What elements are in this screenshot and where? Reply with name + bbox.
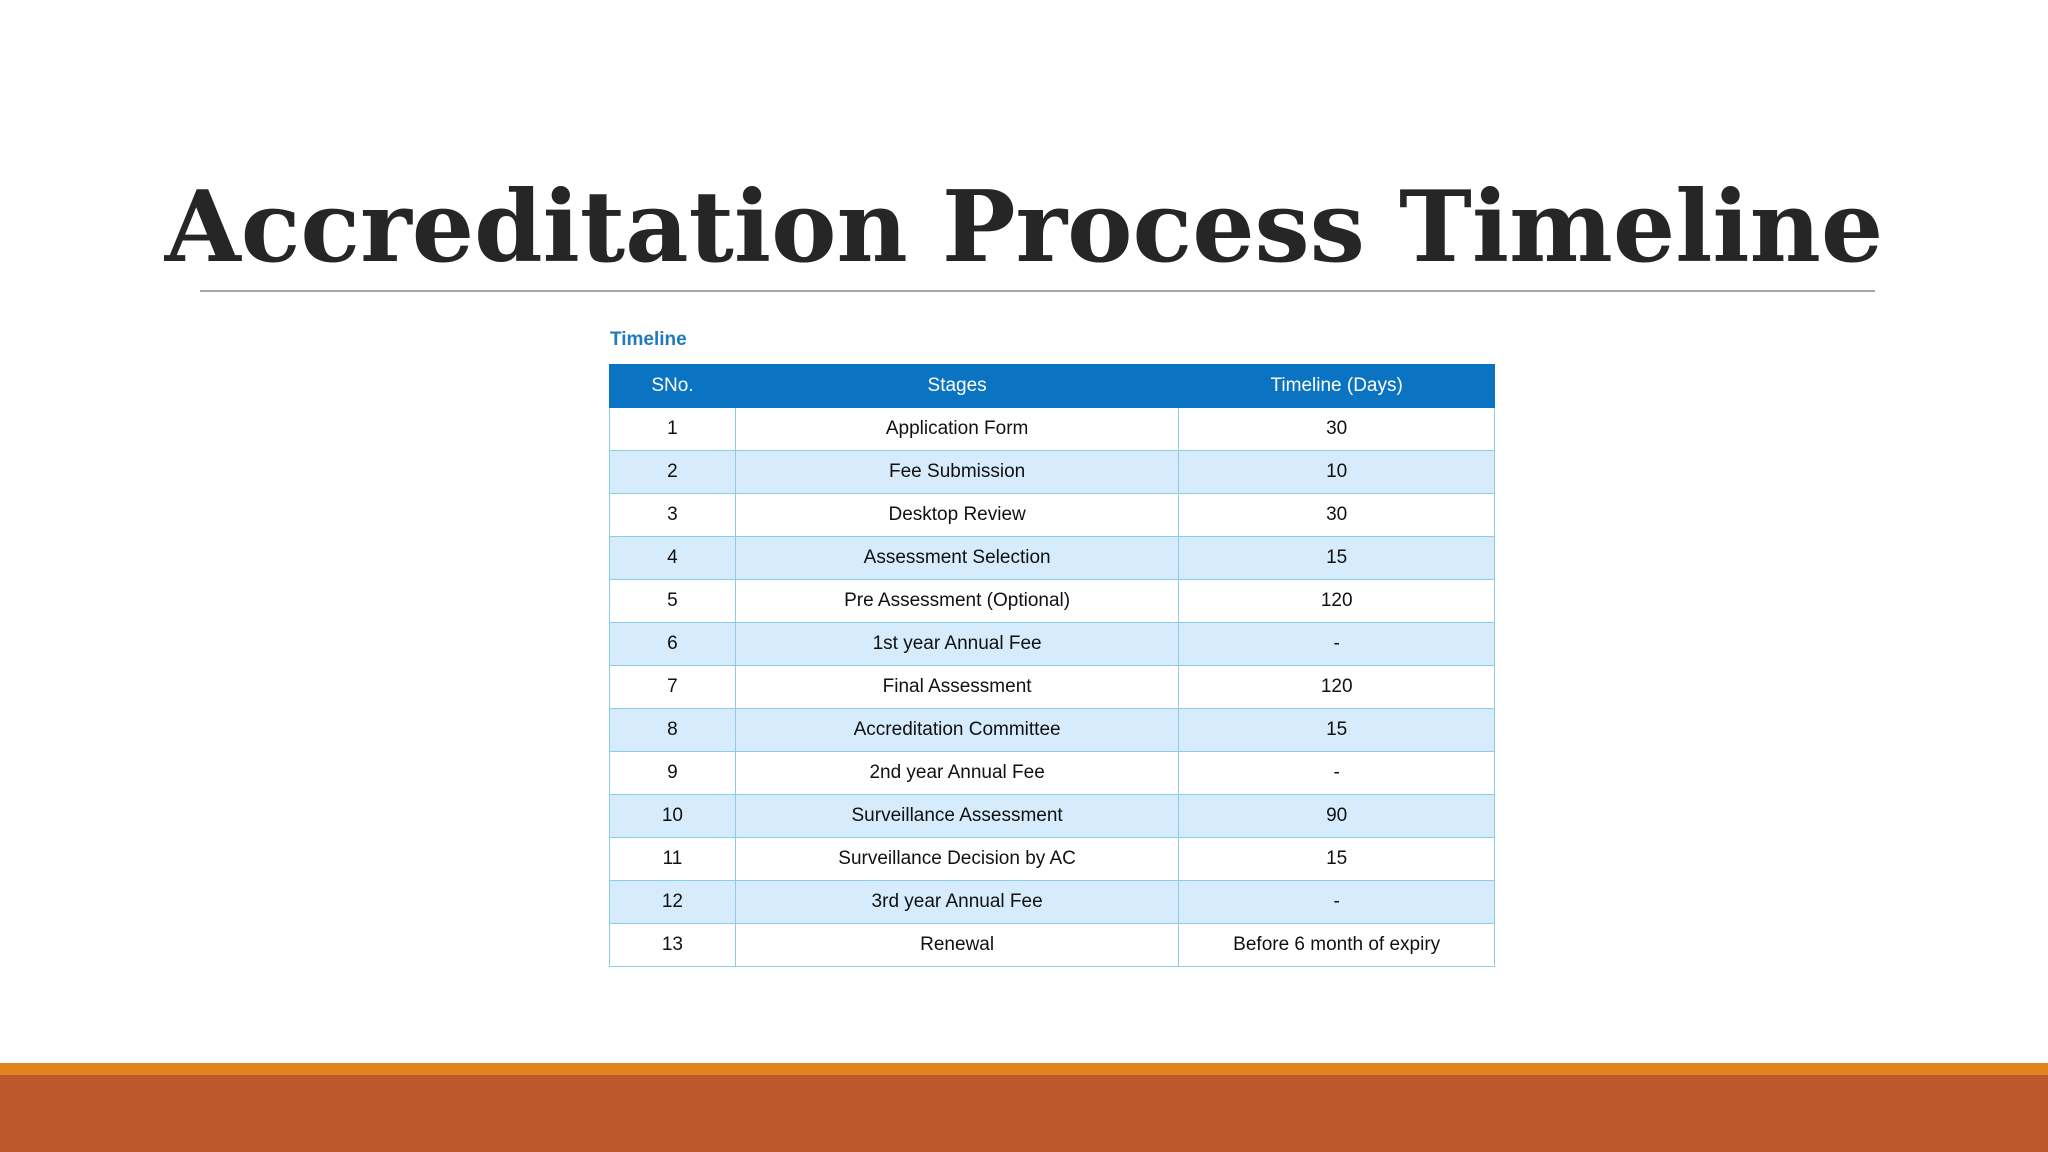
cell-sno: 10 [609, 794, 736, 838]
cell-stage: 3rd year Annual Fee [734, 880, 1180, 924]
cell-stage: Assessment Selection [734, 536, 1180, 580]
cell-sno: 1 [609, 407, 736, 451]
cell-days: Before 6 month of expiry [1178, 923, 1495, 967]
table-row: 8 Accreditation Committee 15 [609, 708, 1495, 752]
cell-days: 30 [1178, 493, 1495, 537]
cell-days: - [1178, 622, 1495, 666]
cell-days: 120 [1178, 579, 1495, 623]
cell-sno: 11 [609, 837, 736, 881]
table-row: 9 2nd year Annual Fee - [609, 751, 1495, 795]
cell-days: 15 [1178, 536, 1495, 580]
cell-sno: 5 [609, 579, 736, 623]
table-header-row: SNo. Stages Timeline (Days) [609, 364, 1495, 408]
cell-stage: Fee Submission [734, 450, 1180, 494]
table-row: 5 Pre Assessment (Optional) 120 [609, 579, 1495, 623]
cell-stage: Renewal [734, 923, 1180, 967]
cell-stage: Application Form [734, 407, 1180, 451]
cell-sno: 3 [609, 493, 736, 537]
cell-days: - [1178, 880, 1495, 924]
cell-sno: 6 [609, 622, 736, 666]
table-row: 2 Fee Submission 10 [609, 450, 1495, 494]
header-sno: SNo. [609, 364, 736, 408]
table-row: 10 Surveillance Assessment 90 [609, 794, 1495, 838]
cell-sno: 2 [609, 450, 736, 494]
cell-stage: Surveillance Decision by AC [734, 837, 1180, 881]
table-row: 13 Renewal Before 6 month of expiry [609, 923, 1495, 967]
cell-sno: 12 [609, 880, 736, 924]
cell-days: 15 [1178, 837, 1495, 881]
cell-sno: 13 [609, 923, 736, 967]
table-row: 7 Final Assessment 120 [609, 665, 1495, 709]
cell-stage: 2nd year Annual Fee [734, 751, 1180, 795]
cell-stage: Pre Assessment (Optional) [734, 579, 1180, 623]
table-row: 3 Desktop Review 30 [609, 493, 1495, 537]
cell-days: - [1178, 751, 1495, 795]
cell-sno: 4 [609, 536, 736, 580]
cell-sno: 8 [609, 708, 736, 752]
footer-accent-bar [0, 1063, 2048, 1075]
cell-days: 120 [1178, 665, 1495, 709]
table-row: 11 Surveillance Decision by AC 15 [609, 837, 1495, 881]
table-row: 6 1st year Annual Fee - [609, 622, 1495, 666]
footer-bar [0, 1075, 2048, 1152]
header-timeline-days: Timeline (Days) [1178, 364, 1495, 408]
cell-stage: Surveillance Assessment [734, 794, 1180, 838]
table-row: 1 Application Form 30 [609, 407, 1495, 451]
table-caption: Timeline [610, 329, 687, 350]
cell-days: 15 [1178, 708, 1495, 752]
cell-stage: Final Assessment [734, 665, 1180, 709]
title-divider [200, 290, 1875, 292]
table-row: 12 3rd year Annual Fee - [609, 880, 1495, 924]
table-row: 4 Assessment Selection 15 [609, 536, 1495, 580]
cell-stage: Desktop Review [734, 493, 1180, 537]
cell-stage: Accreditation Committee [734, 708, 1180, 752]
cell-sno: 7 [609, 665, 736, 709]
cell-days: 90 [1178, 794, 1495, 838]
cell-stage: 1st year Annual Fee [734, 622, 1180, 666]
cell-days: 30 [1178, 407, 1495, 451]
header-stages: Stages [734, 364, 1180, 408]
timeline-table: SNo. Stages Timeline (Days) 1 Applicatio… [609, 364, 1495, 967]
slide-title: Accreditation Process Timeline [164, 170, 1884, 285]
cell-sno: 9 [609, 751, 736, 795]
cell-days: 10 [1178, 450, 1495, 494]
